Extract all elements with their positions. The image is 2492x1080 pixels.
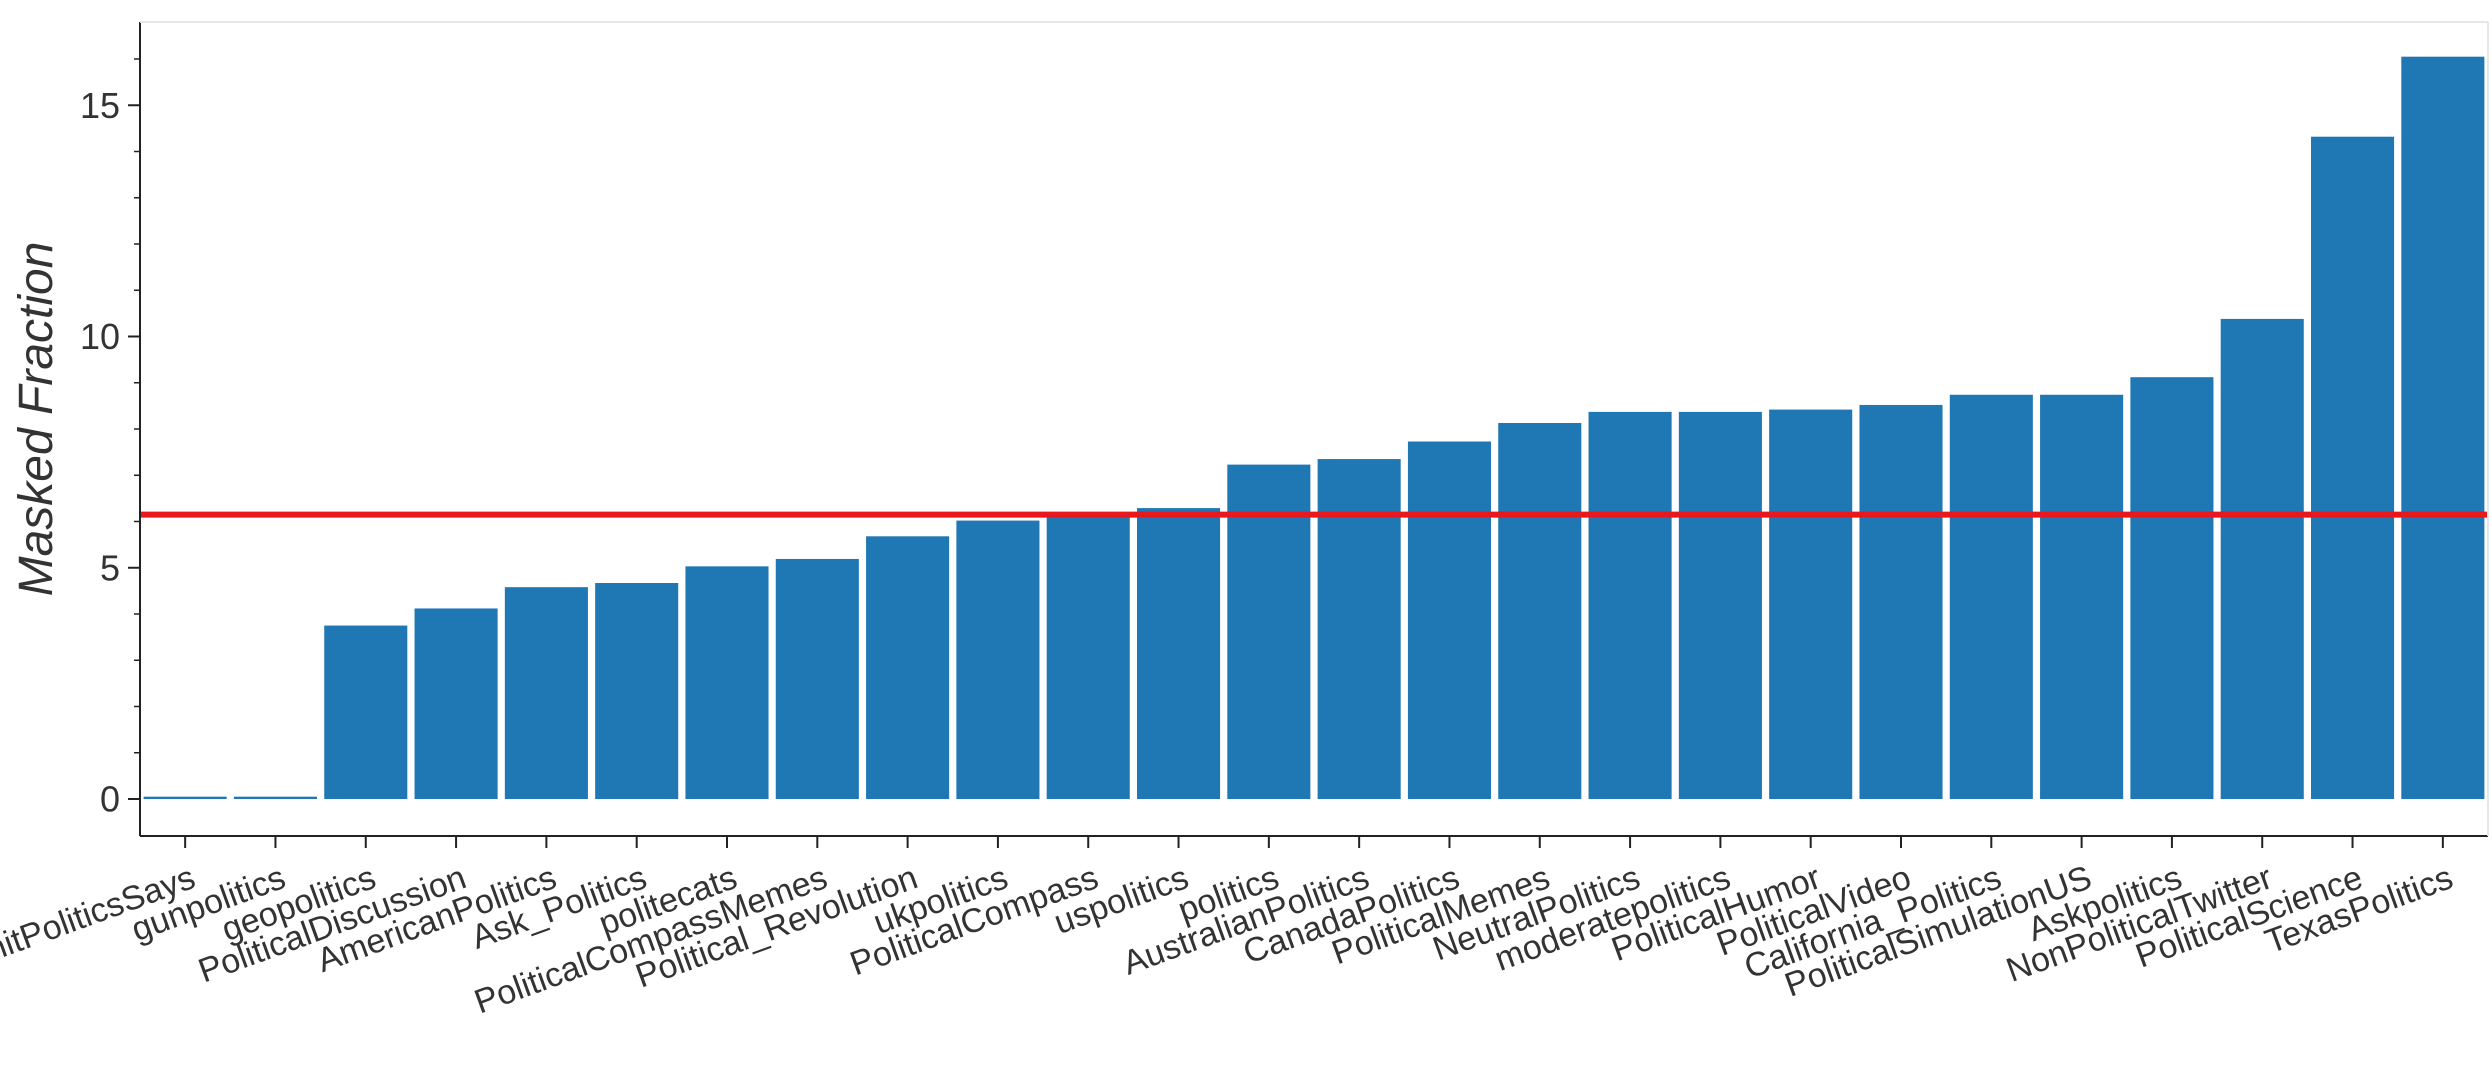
bar-CanadaPolitics bbox=[1407, 441, 1491, 799]
bar-ShitPoliticsSays bbox=[143, 796, 227, 799]
bar-PoliticalCompass bbox=[1046, 514, 1130, 799]
bar-PoliticalCompassMemes bbox=[775, 558, 859, 799]
bar-PoliticalDiscussion bbox=[414, 608, 498, 799]
y-tick-label: 5 bbox=[100, 547, 120, 588]
bar-moderatepolitics bbox=[1678, 411, 1762, 799]
bar-Ask_Politics bbox=[595, 583, 679, 799]
bar-AustralianPolitics bbox=[1317, 459, 1401, 799]
bar-PoliticalSimulationUS bbox=[2040, 394, 2124, 799]
bar-Askpolitics bbox=[2130, 377, 2214, 799]
bar-uspolitics bbox=[1137, 508, 1221, 799]
bar-PoliticalHumor bbox=[1769, 409, 1853, 799]
y-tick-label: 15 bbox=[80, 85, 120, 126]
bar-politics bbox=[1227, 464, 1311, 799]
bar-politecats bbox=[685, 566, 769, 799]
bar-geopolitics bbox=[324, 625, 408, 799]
bar-gunpolitics bbox=[233, 796, 317, 799]
y-axis-label: Masked Fraction bbox=[10, 242, 63, 597]
bar-PoliticalVideo bbox=[1859, 404, 1943, 799]
bar-TexasPolitics bbox=[2401, 56, 2485, 799]
y-tick-label: 0 bbox=[100, 779, 120, 820]
bar-PoliticalScience bbox=[2311, 136, 2395, 799]
y-ticks-group: 0 5 10 15 bbox=[80, 58, 140, 820]
y-tick-label: 10 bbox=[80, 316, 120, 357]
bar-ukpolitics bbox=[956, 520, 1040, 799]
bar-PoliticalMemes bbox=[1498, 422, 1582, 799]
bar-NeutralPolitics bbox=[1588, 411, 1672, 799]
bar-Political_Revolution bbox=[866, 536, 950, 799]
bar-NonPoliticalTwitter bbox=[2220, 318, 2304, 799]
bar-California_Politics bbox=[1949, 394, 2033, 799]
bar-AmericanPolitics bbox=[504, 587, 588, 799]
